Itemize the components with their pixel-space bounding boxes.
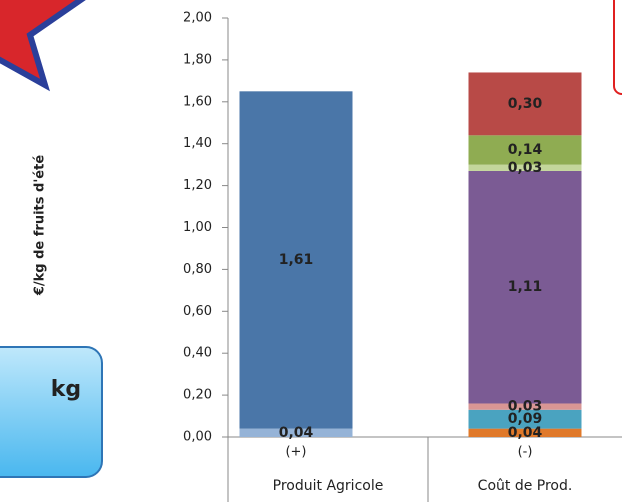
y-tick-label: 0,40 bbox=[183, 346, 212, 361]
y-tick-label: 0,20 bbox=[183, 388, 212, 403]
y-tick-label: 0,00 bbox=[183, 430, 212, 445]
y-tick-label: 0,60 bbox=[183, 304, 212, 319]
bar-segment bbox=[468, 428, 582, 437]
value-label: 0,30 bbox=[508, 96, 543, 112]
kg-text: kg bbox=[51, 377, 81, 402]
value-label: 0,14 bbox=[508, 142, 543, 158]
y-tick-label: 1,20 bbox=[183, 178, 212, 193]
value-label: 0,04 bbox=[508, 425, 543, 441]
value-label: 1,11 bbox=[508, 279, 543, 295]
value-label: 1,61 bbox=[279, 252, 314, 268]
sign-label: (-) bbox=[518, 445, 533, 460]
bar-segment bbox=[468, 403, 582, 410]
y-tick-label: 1,60 bbox=[183, 94, 212, 109]
x-tick-label: Coût de Prod. bbox=[478, 478, 573, 494]
y-tick-label: 1,40 bbox=[183, 136, 212, 151]
value-label: 0,04 bbox=[279, 425, 314, 441]
bar-segment bbox=[468, 164, 582, 171]
note-box bbox=[613, 0, 622, 95]
y-axis-label: €/kg de fruits d'été bbox=[33, 155, 48, 296]
kg-box bbox=[0, 346, 103, 478]
bar-segment bbox=[468, 72, 582, 136]
value-label: 0,03 bbox=[508, 399, 543, 415]
bar-segment bbox=[239, 428, 353, 437]
value-label: 0,09 bbox=[508, 411, 543, 427]
y-tick-label: 0,80 bbox=[183, 262, 212, 277]
bar-segment bbox=[468, 409, 582, 429]
x-tick-label: Produit Agricole bbox=[273, 478, 384, 494]
bar-segment bbox=[239, 91, 353, 429]
star-decoration bbox=[0, 0, 86, 92]
bar-segment bbox=[468, 135, 582, 165]
y-tick-label: 1,00 bbox=[183, 220, 212, 235]
bar-segment bbox=[468, 170, 582, 404]
sign-label: (+) bbox=[285, 445, 306, 460]
y-tick-label: 2,00 bbox=[183, 11, 212, 26]
value-label: 0,03 bbox=[508, 160, 543, 176]
y-tick-label: 1,80 bbox=[183, 52, 212, 67]
